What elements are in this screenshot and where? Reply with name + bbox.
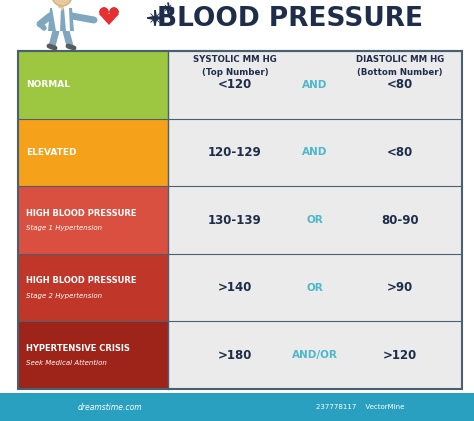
Text: SYSTOLIC MM HG
(Top Number): SYSTOLIC MM HG (Top Number) <box>193 55 277 77</box>
Bar <box>18 254 168 321</box>
Text: >120: >120 <box>383 349 417 362</box>
Text: <80: <80 <box>387 78 413 91</box>
Polygon shape <box>48 8 74 31</box>
Bar <box>168 119 462 186</box>
Text: Seek Medical Attention: Seek Medical Attention <box>26 360 107 366</box>
Bar <box>18 51 462 389</box>
Text: AND: AND <box>302 147 328 157</box>
Text: 237778117    VectorMine: 237778117 VectorMine <box>316 404 404 410</box>
Circle shape <box>100 8 109 16</box>
Text: AND: AND <box>302 80 328 90</box>
Text: BLOOD PRESSURE: BLOOD PRESSURE <box>157 6 423 32</box>
Bar <box>0 393 474 421</box>
Text: OR: OR <box>307 282 323 293</box>
Text: ELEVATED: ELEVATED <box>26 148 76 157</box>
Text: >90: >90 <box>387 281 413 294</box>
Text: <120: <120 <box>218 78 252 91</box>
Circle shape <box>109 8 118 16</box>
Text: >180: >180 <box>218 349 252 362</box>
Polygon shape <box>99 14 119 25</box>
Bar <box>168 186 462 254</box>
Text: AND/OR: AND/OR <box>292 350 338 360</box>
Polygon shape <box>64 8 70 31</box>
Text: 120-129: 120-129 <box>208 146 262 159</box>
Text: HIGH BLOOD PRESSURE: HIGH BLOOD PRESSURE <box>26 276 137 285</box>
Circle shape <box>52 0 72 6</box>
Text: Stage 1 Hypertension: Stage 1 Hypertension <box>26 225 102 231</box>
Bar <box>18 119 168 186</box>
Text: DIASTOLIC MM HG
(Bottom Number): DIASTOLIC MM HG (Bottom Number) <box>356 55 444 77</box>
Bar <box>168 254 462 321</box>
Text: NORMAL: NORMAL <box>26 80 70 89</box>
Text: HIGH BLOOD PRESSURE: HIGH BLOOD PRESSURE <box>26 208 137 218</box>
Bar <box>168 51 462 119</box>
Text: >140: >140 <box>218 281 252 294</box>
Bar <box>18 186 168 254</box>
Text: HYPERTENSIVE CRISIS: HYPERTENSIVE CRISIS <box>26 344 130 353</box>
Bar <box>168 321 462 389</box>
Text: dreamstime.com: dreamstime.com <box>78 402 142 411</box>
Text: 130-139: 130-139 <box>208 213 262 226</box>
Text: 80-90: 80-90 <box>381 213 419 226</box>
Bar <box>18 51 168 119</box>
Bar <box>18 321 168 389</box>
Text: OR: OR <box>307 215 323 225</box>
Polygon shape <box>52 8 61 31</box>
Text: <80: <80 <box>387 146 413 159</box>
Text: Stage 2 Hypertension: Stage 2 Hypertension <box>26 293 102 298</box>
